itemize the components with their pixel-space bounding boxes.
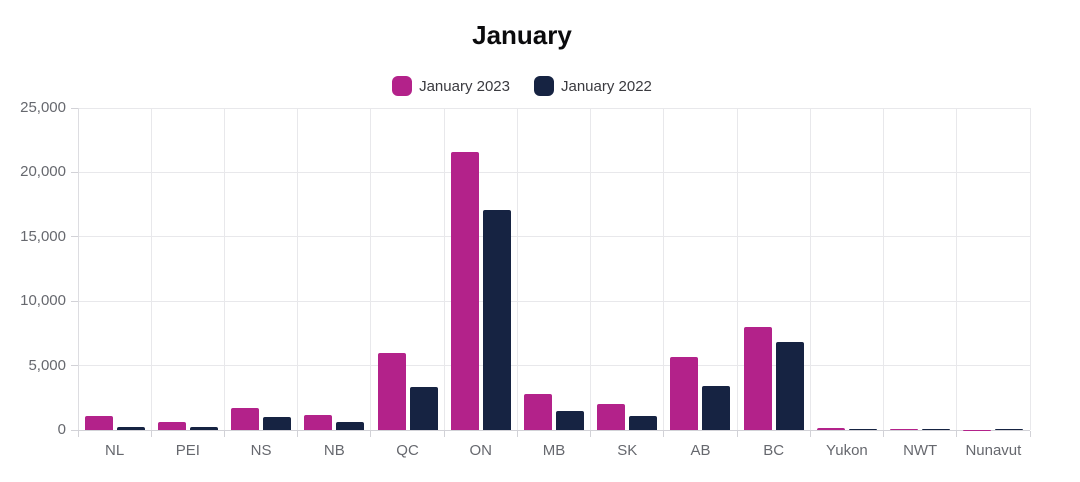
bar-january-2023-qc[interactable]	[377, 352, 406, 430]
y-axis-tick	[71, 107, 78, 109]
x-tick-label: QC	[396, 442, 419, 459]
bar-january-2022-on[interactable]	[482, 209, 511, 430]
gridline-vertical	[590, 108, 592, 430]
y-axis-tick	[71, 300, 78, 302]
y-axis-line	[77, 108, 79, 430]
x-tick-label: PEI	[175, 442, 200, 459]
gridline-vertical	[150, 108, 152, 430]
bar-january-2023-mb[interactable]	[524, 393, 552, 430]
y-tick-label: 0	[57, 421, 66, 438]
gridline-vertical	[443, 108, 445, 430]
plot-right-border	[1029, 108, 1031, 430]
y-tick-label: 15,000	[20, 227, 66, 245]
bar-january-2023-ns[interactable]	[231, 408, 260, 430]
x-axis-tick	[516, 431, 518, 437]
x-axis-tick	[443, 431, 445, 437]
gridline-vertical	[297, 108, 299, 430]
bar-january-2023-nl[interactable]	[84, 415, 113, 430]
gridline-vertical	[223, 108, 225, 430]
legend-swatch-january-2022	[534, 76, 554, 96]
bar-january-2023-nb[interactable]	[304, 414, 333, 430]
chart-title: January	[472, 20, 572, 50]
legend-item-january-2022[interactable]: January 2022	[534, 76, 652, 96]
y-axis-tick	[71, 429, 78, 431]
x-axis-tick	[590, 431, 592, 437]
legend-label-january-2023: January 2023	[419, 77, 510, 95]
x-tick-label: Yukon	[826, 442, 868, 459]
bar-january-2022-qc[interactable]	[409, 387, 438, 430]
legend: January 2023 January 2022	[0, 76, 1044, 96]
y-axis-tick	[71, 365, 78, 367]
x-axis-tick	[809, 431, 811, 437]
bar-january-2023-nwt[interactable]	[890, 428, 919, 430]
bar-january-2023-on[interactable]	[450, 151, 479, 430]
x-tick-label: MB	[542, 442, 566, 459]
gridline-horizontal	[78, 365, 1030, 367]
x-axis-tick	[956, 431, 958, 437]
x-axis-tick	[1029, 431, 1031, 437]
gridline-horizontal	[78, 171, 1030, 173]
y-axis-tick	[71, 236, 78, 238]
x-tick-label: NB	[323, 442, 345, 459]
x-axis-tick	[297, 431, 299, 437]
gridline-vertical	[956, 108, 958, 430]
x-tick-label: NS	[250, 442, 272, 459]
x-tick-label: NWT	[903, 442, 938, 459]
x-tick-label: BC	[763, 442, 785, 459]
x-axis-line	[78, 430, 1030, 431]
bar-january-2023-yukon[interactable]	[816, 428, 845, 430]
bar-january-2023-bc[interactable]	[743, 326, 772, 430]
legend-label-january-2022: January 2022	[561, 77, 652, 95]
bar-january-2023-ab[interactable]	[670, 356, 699, 430]
bar-january-2022-ns[interactable]	[263, 417, 292, 430]
x-axis-tick	[370, 431, 372, 437]
gridline-horizontal	[78, 107, 1030, 109]
bar-january-2022-ab[interactable]	[702, 386, 731, 430]
y-tick-label: 10,000	[20, 292, 66, 310]
legend-item-january-2023[interactable]: January 2023	[392, 76, 510, 96]
bar-january-2023-sk[interactable]	[597, 404, 626, 430]
gridline-vertical	[809, 108, 811, 430]
bar-january-2022-pei[interactable]	[189, 427, 218, 430]
x-tick-label: ON	[469, 442, 493, 459]
gridline-vertical	[516, 108, 518, 430]
x-axis-tick	[736, 431, 738, 437]
bar-january-2022-nwt[interactable]	[922, 428, 951, 430]
bar-january-2022-nb[interactable]	[336, 422, 365, 430]
gridline-vertical	[736, 108, 738, 430]
x-axis-tick	[150, 431, 152, 437]
gridline-vertical	[370, 108, 372, 430]
y-tick-label: 20,000	[20, 163, 66, 181]
bar-january-2023-pei[interactable]	[157, 422, 186, 430]
x-axis-tick	[883, 431, 885, 437]
gridline-vertical	[663, 108, 665, 430]
bar-january-2022-nunavut[interactable]	[995, 428, 1024, 430]
x-tick-label: SK	[617, 442, 638, 459]
x-tick-label: AB	[690, 442, 711, 459]
x-axis-tick	[77, 431, 79, 437]
x-axis-tick	[223, 431, 225, 437]
chart-header: January January 2023 January 2022	[0, 0, 1044, 96]
gridline-horizontal	[78, 236, 1030, 238]
y-axis-tick	[71, 171, 78, 173]
x-axis-tick	[663, 431, 665, 437]
bar-january-2022-bc[interactable]	[775, 342, 804, 430]
x-tick-label: NL	[105, 442, 125, 459]
bar-january-2022-nl[interactable]	[116, 426, 145, 430]
gridline-horizontal	[78, 300, 1030, 302]
y-tick-label: 25,000	[20, 99, 66, 116]
bar-january-2022-yukon[interactable]	[848, 428, 877, 430]
legend-swatch-january-2023	[392, 76, 413, 96]
x-tick-label: Nunavut	[965, 442, 1022, 459]
bar-january-2022-sk[interactable]	[629, 415, 658, 430]
gridline-vertical	[883, 108, 885, 430]
y-tick-label: 5,000	[28, 356, 66, 374]
bar-january-2022-mb[interactable]	[556, 410, 584, 430]
